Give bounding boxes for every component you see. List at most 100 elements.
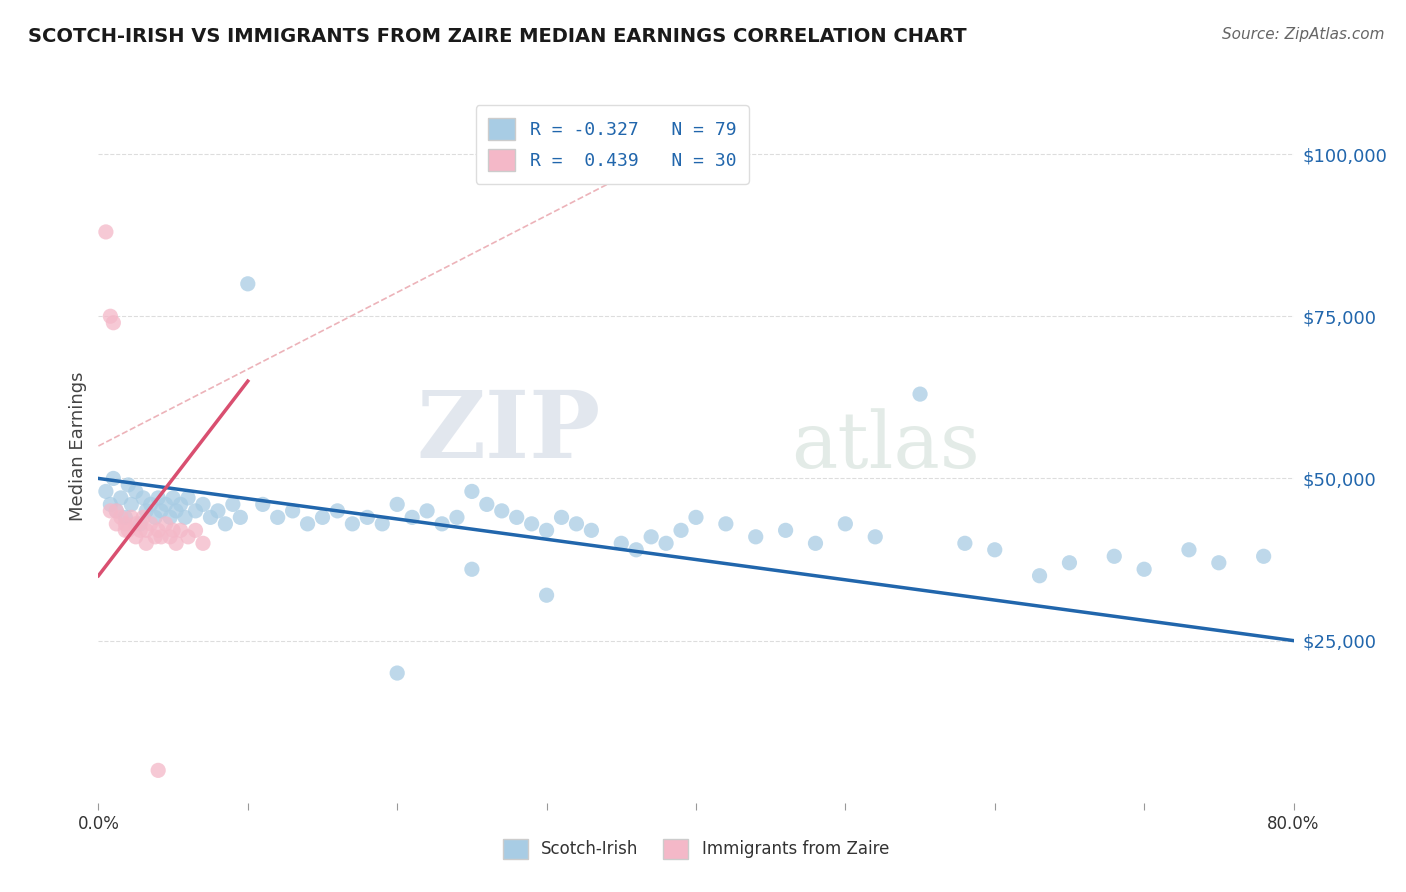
- Point: [1178, 542, 1201, 557]
- Point: [150, 530, 173, 544]
- Point: [385, 666, 409, 681]
- Point: [135, 536, 157, 550]
- Point: [536, 588, 558, 602]
- Text: Source: ZipAtlas.com: Source: ZipAtlas.com: [1222, 27, 1385, 42]
- Point: [162, 524, 184, 538]
- Point: [685, 510, 707, 524]
- Point: [103, 316, 125, 330]
- Y-axis label: Median Earnings: Median Earnings: [69, 371, 87, 521]
- Point: [475, 497, 498, 511]
- Point: [117, 524, 139, 538]
- Point: [550, 510, 572, 524]
- Point: [135, 524, 157, 538]
- Point: [129, 524, 152, 538]
- Point: [105, 504, 128, 518]
- Point: [105, 516, 128, 531]
- Point: [804, 536, 827, 550]
- Point: [114, 510, 136, 524]
- Point: [953, 536, 976, 550]
- Point: [159, 530, 181, 544]
- Point: [120, 510, 142, 524]
- Point: [114, 516, 136, 531]
- Point: [281, 504, 304, 518]
- Point: [356, 510, 378, 524]
- Point: [430, 516, 453, 531]
- Point: [132, 510, 155, 524]
- Point: [506, 510, 529, 524]
- Point: [165, 504, 187, 518]
- Point: [1104, 549, 1126, 564]
- Point: [385, 497, 409, 511]
- Point: [191, 536, 214, 550]
- Point: [184, 524, 207, 538]
- Text: ZIP: ZIP: [416, 387, 600, 476]
- Point: [169, 497, 191, 511]
- Point: [94, 484, 117, 499]
- Point: [1028, 568, 1050, 582]
- Point: [143, 510, 166, 524]
- Point: [984, 542, 1007, 557]
- Point: [775, 524, 797, 538]
- Point: [105, 504, 128, 518]
- Point: [610, 536, 633, 550]
- Point: [1133, 562, 1156, 576]
- Point: [236, 277, 259, 291]
- Point: [117, 478, 139, 492]
- Point: [162, 491, 184, 505]
- Point: [159, 510, 181, 524]
- Point: [148, 524, 170, 538]
- Point: [865, 530, 887, 544]
- Point: [98, 497, 122, 511]
- Point: [1253, 549, 1275, 564]
- Point: [150, 504, 173, 518]
- Point: [565, 516, 588, 531]
- Point: [520, 516, 543, 531]
- Point: [214, 516, 236, 531]
- Point: [222, 497, 245, 511]
- Point: [125, 516, 148, 531]
- Point: [371, 516, 394, 531]
- Point: [834, 516, 856, 531]
- Point: [177, 530, 200, 544]
- Point: [155, 516, 177, 531]
- Point: [745, 530, 768, 544]
- Point: [416, 504, 439, 518]
- Point: [184, 504, 207, 518]
- Legend: Scotch-Irish, Immigrants from Zaire: Scotch-Irish, Immigrants from Zaire: [496, 832, 896, 866]
- Point: [461, 484, 484, 499]
- Point: [110, 510, 132, 524]
- Point: [626, 542, 648, 557]
- Point: [200, 510, 222, 524]
- Point: [125, 484, 148, 499]
- Point: [311, 510, 333, 524]
- Point: [640, 530, 662, 544]
- Point: [491, 504, 513, 518]
- Point: [401, 510, 423, 524]
- Point: [342, 516, 364, 531]
- Point: [114, 524, 136, 538]
- Point: [267, 510, 290, 524]
- Point: [669, 524, 692, 538]
- Point: [98, 504, 122, 518]
- Point: [174, 510, 197, 524]
- Point: [326, 504, 349, 518]
- Point: [1208, 556, 1230, 570]
- Point: [132, 491, 155, 505]
- Point: [94, 225, 117, 239]
- Point: [143, 530, 166, 544]
- Point: [446, 510, 468, 524]
- Point: [139, 516, 162, 531]
- Point: [536, 524, 558, 538]
- Point: [148, 491, 170, 505]
- Point: [169, 524, 191, 538]
- Point: [125, 530, 148, 544]
- Point: [1059, 556, 1081, 570]
- Point: [581, 524, 603, 538]
- Point: [252, 497, 274, 511]
- Point: [165, 536, 187, 550]
- Point: [148, 764, 170, 778]
- Point: [461, 562, 484, 576]
- Point: [655, 536, 678, 550]
- Point: [110, 491, 132, 505]
- Text: SCOTCH-IRISH VS IMMIGRANTS FROM ZAIRE MEDIAN EARNINGS CORRELATION CHART: SCOTCH-IRISH VS IMMIGRANTS FROM ZAIRE ME…: [28, 27, 967, 45]
